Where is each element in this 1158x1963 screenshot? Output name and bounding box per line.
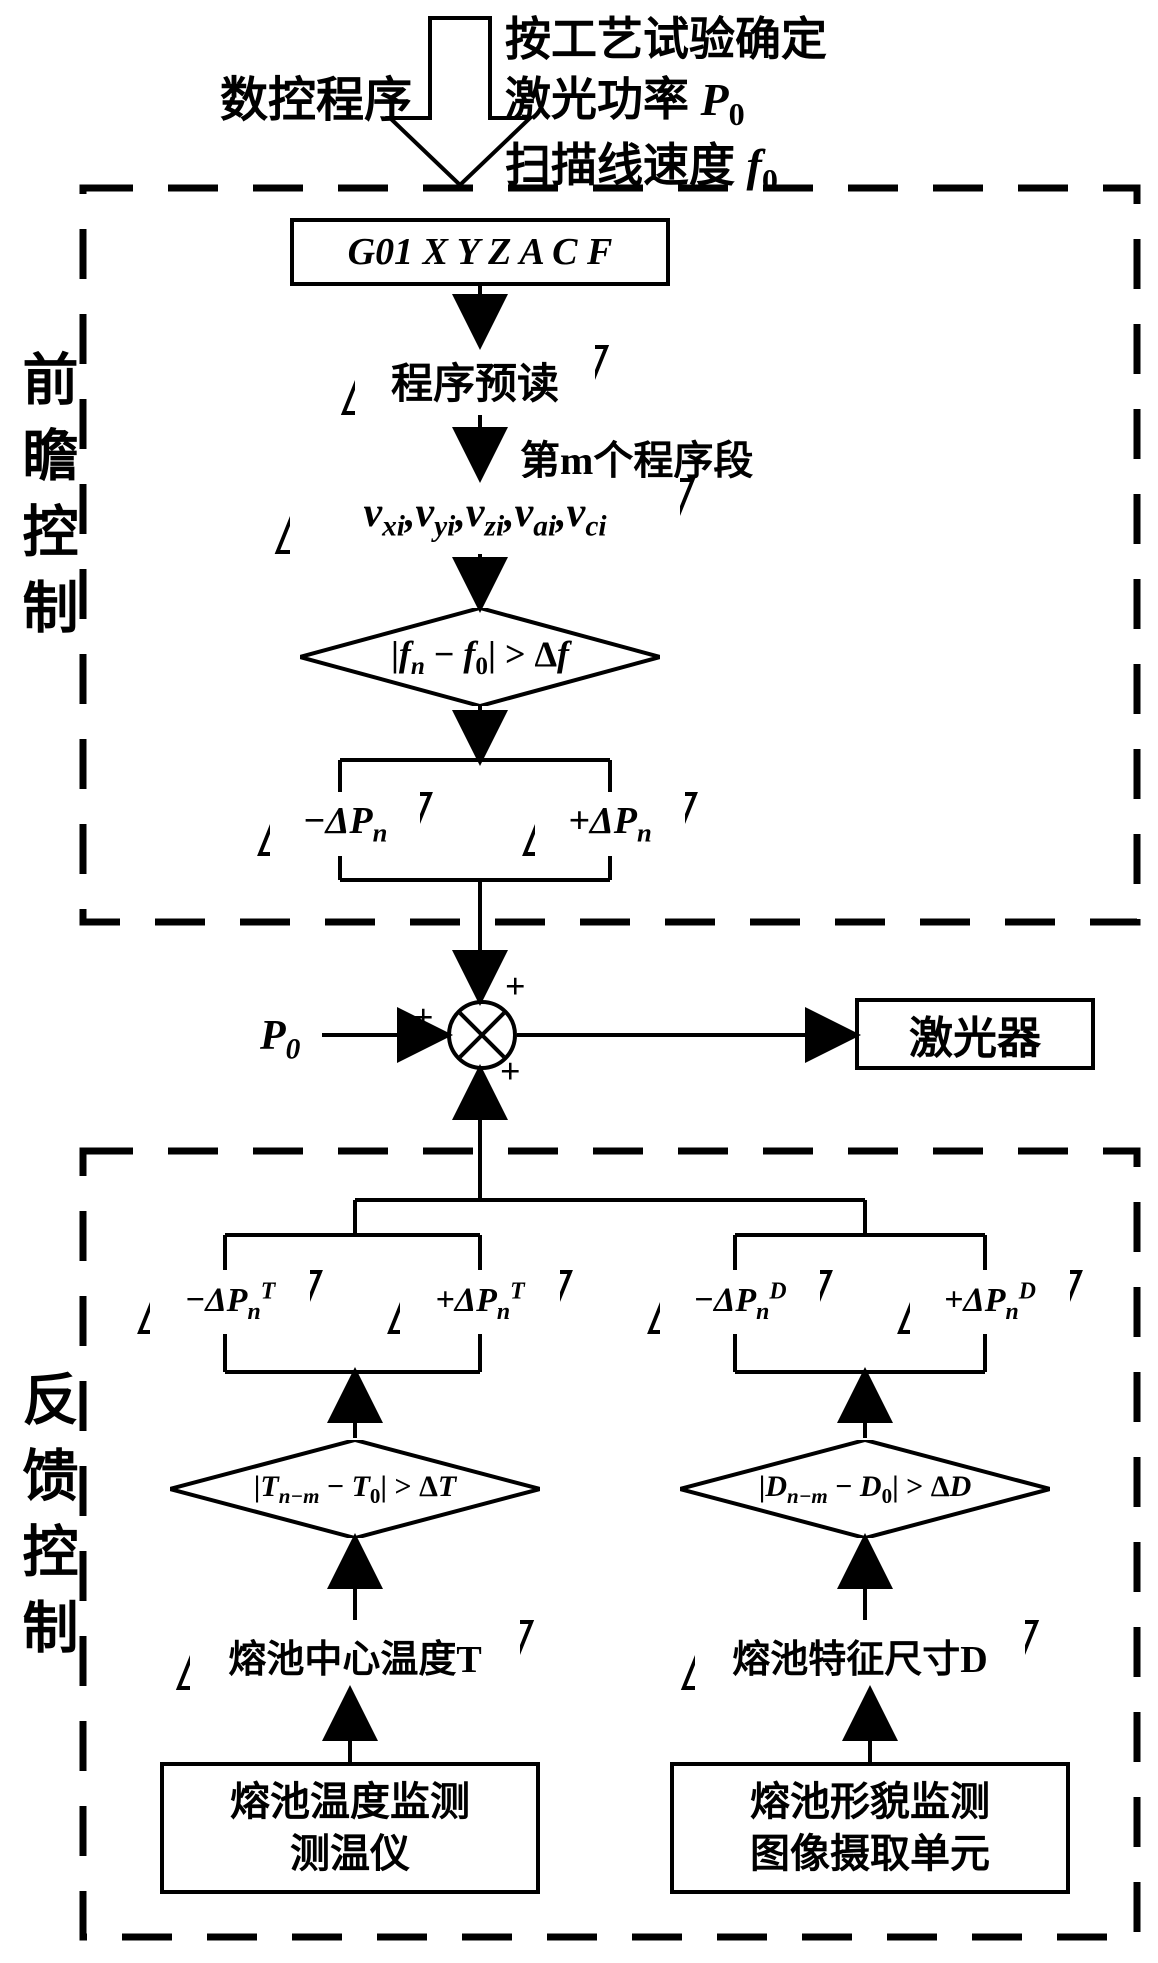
feedback-control-label: 反馈控制: [5, 1370, 86, 1674]
decision-f: |fn − f0| > Δf: [300, 608, 660, 706]
decision-D: |Dn−m − D0| > ΔD: [680, 1440, 1050, 1538]
decision-T: |Tn−m − T0| > ΔT: [170, 1440, 540, 1538]
control-flowchart: 数控程序 按工艺试验确定 激光功率 P0 扫描线速度 f0 前瞻控制 反馈控制 …: [0, 0, 1158, 1963]
velocities-box: νxi,νyi,νzi,νai,νci: [290, 478, 680, 554]
hr-line-1: 激光功率 P0: [505, 70, 827, 136]
forward-control-label: 前瞻控制: [5, 350, 86, 654]
pos-dpT: +ΔPnT: [400, 1270, 560, 1334]
pool-size-box: 熔池特征尺寸D: [695, 1620, 1025, 1690]
plus-top: +: [505, 965, 526, 1007]
header-left-label: 数控程序: [220, 60, 412, 130]
preread-box: 程序预读: [355, 345, 595, 415]
pool-temp-box: 熔池中心温度T: [190, 1620, 520, 1690]
p0-label: P0: [260, 1012, 300, 1066]
gcode-box: G01 X Y Z A C F: [290, 218, 670, 286]
neg-dp: −ΔPn: [270, 792, 420, 856]
header-right-lines: 按工艺试验确定 激光功率 P0 扫描线速度 f0: [505, 10, 827, 202]
neg-dpT: −ΔPnT: [150, 1270, 310, 1334]
thermometer-box: 熔池温度监测测温仪: [160, 1762, 540, 1894]
pos-dp: +ΔPn: [535, 792, 685, 856]
neg-dpD: −ΔPnD: [660, 1270, 820, 1334]
plus-left: +: [413, 996, 434, 1038]
pos-dpD: +ΔPnD: [910, 1270, 1070, 1334]
hr-line-0: 按工艺试验确定: [505, 10, 827, 70]
laser-box: 激光器: [855, 998, 1095, 1070]
camera-box: 熔池形貌监测图像摄取单元: [670, 1762, 1070, 1894]
plus-bottom: +: [500, 1050, 521, 1092]
